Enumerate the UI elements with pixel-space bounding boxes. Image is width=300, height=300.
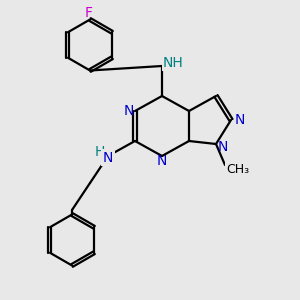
Text: CH₃: CH₃ [226, 163, 249, 176]
Text: H: H [94, 146, 105, 159]
Text: N: N [218, 140, 228, 154]
Text: F: F [85, 6, 92, 20]
Text: NH: NH [163, 56, 184, 70]
Text: N: N [234, 113, 244, 127]
Text: N: N [123, 104, 134, 118]
Text: N: N [157, 154, 167, 168]
Text: N: N [103, 151, 113, 164]
